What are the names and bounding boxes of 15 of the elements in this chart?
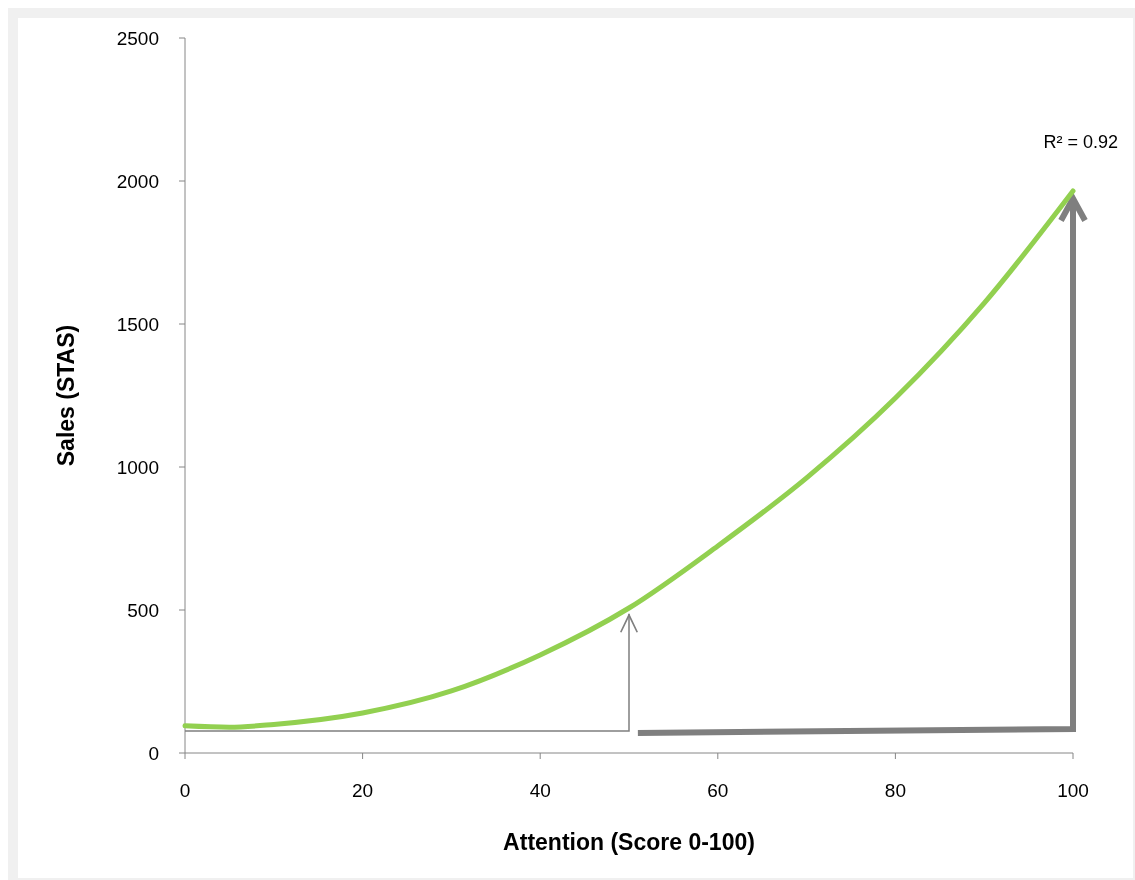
y-tick-label: 1000 [116, 456, 159, 478]
y-tick-label: 0 [148, 742, 159, 764]
x-tick-label: 60 [707, 780, 729, 801]
y-tick-label: 2000 [116, 170, 159, 192]
y-tick-label: 1500 [116, 313, 159, 335]
x-tick-label: 80 [884, 780, 906, 801]
y-tick-label: 2500 [116, 27, 159, 49]
annotation: R² = 0.92 [1043, 132, 1118, 152]
y-axis-title: Sales (STAS) [53, 324, 79, 467]
y-tick-label: 500 [127, 599, 159, 621]
x-axis-title: Attention (Score 0-100) [503, 829, 755, 855]
x-tick-label: 20 [352, 780, 374, 801]
x-tick-label: 100 [1057, 780, 1089, 801]
x-tick-label: 0 [179, 780, 191, 801]
x-tick-label: 40 [529, 780, 551, 801]
